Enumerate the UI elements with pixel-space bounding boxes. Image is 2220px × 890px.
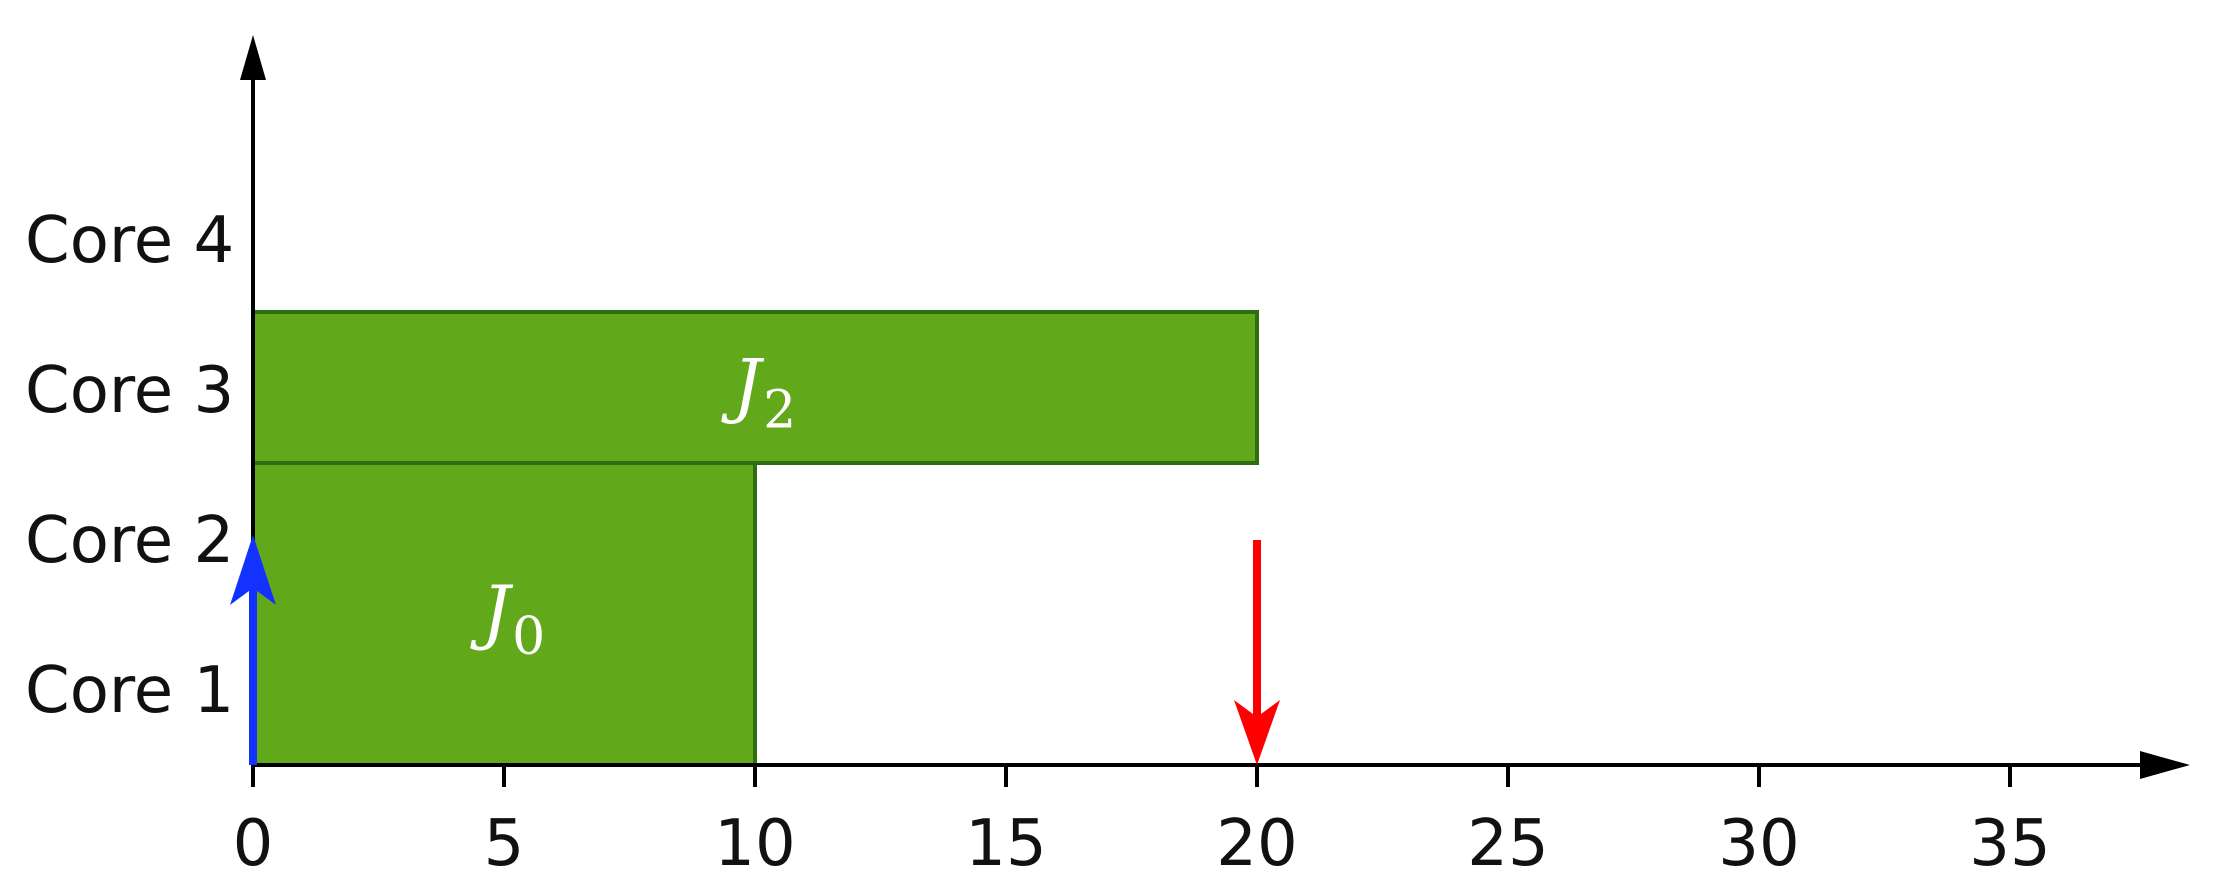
core-label-2: Core 2 [25, 504, 234, 578]
x-tick-label-15: 15 [965, 807, 1046, 881]
core-label-1: Core 1 [25, 654, 234, 728]
core-label-3: Core 3 [25, 354, 234, 428]
job-block-0 [251, 461, 757, 767]
x-tick-label-20: 20 [1216, 807, 1297, 881]
x-tick-label-5: 5 [484, 807, 525, 881]
x-tick-label-30: 30 [1718, 807, 1799, 881]
x-tick-label-35: 35 [1969, 807, 2050, 881]
core-labels: Core 4 Core 3 Core 2 Core 1 [25, 204, 234, 728]
release-arrow [230, 535, 276, 765]
x-tick-label-25: 25 [1467, 807, 1548, 881]
job-2: J2 [251, 310, 1259, 465]
event-arrows [230, 535, 1280, 765]
x-axis-ticks: 0 5 10 15 20 25 30 35 [233, 765, 2051, 881]
x-tick-label-0: 0 [233, 807, 274, 881]
job-0: J0 [251, 461, 757, 767]
core-label-4: Core 4 [25, 204, 234, 278]
x-axis-arrowhead [2140, 751, 2190, 779]
y-axis-arrowhead [240, 35, 266, 80]
x-tick-label-10: 10 [714, 807, 795, 881]
deadline-arrow [1234, 540, 1280, 765]
